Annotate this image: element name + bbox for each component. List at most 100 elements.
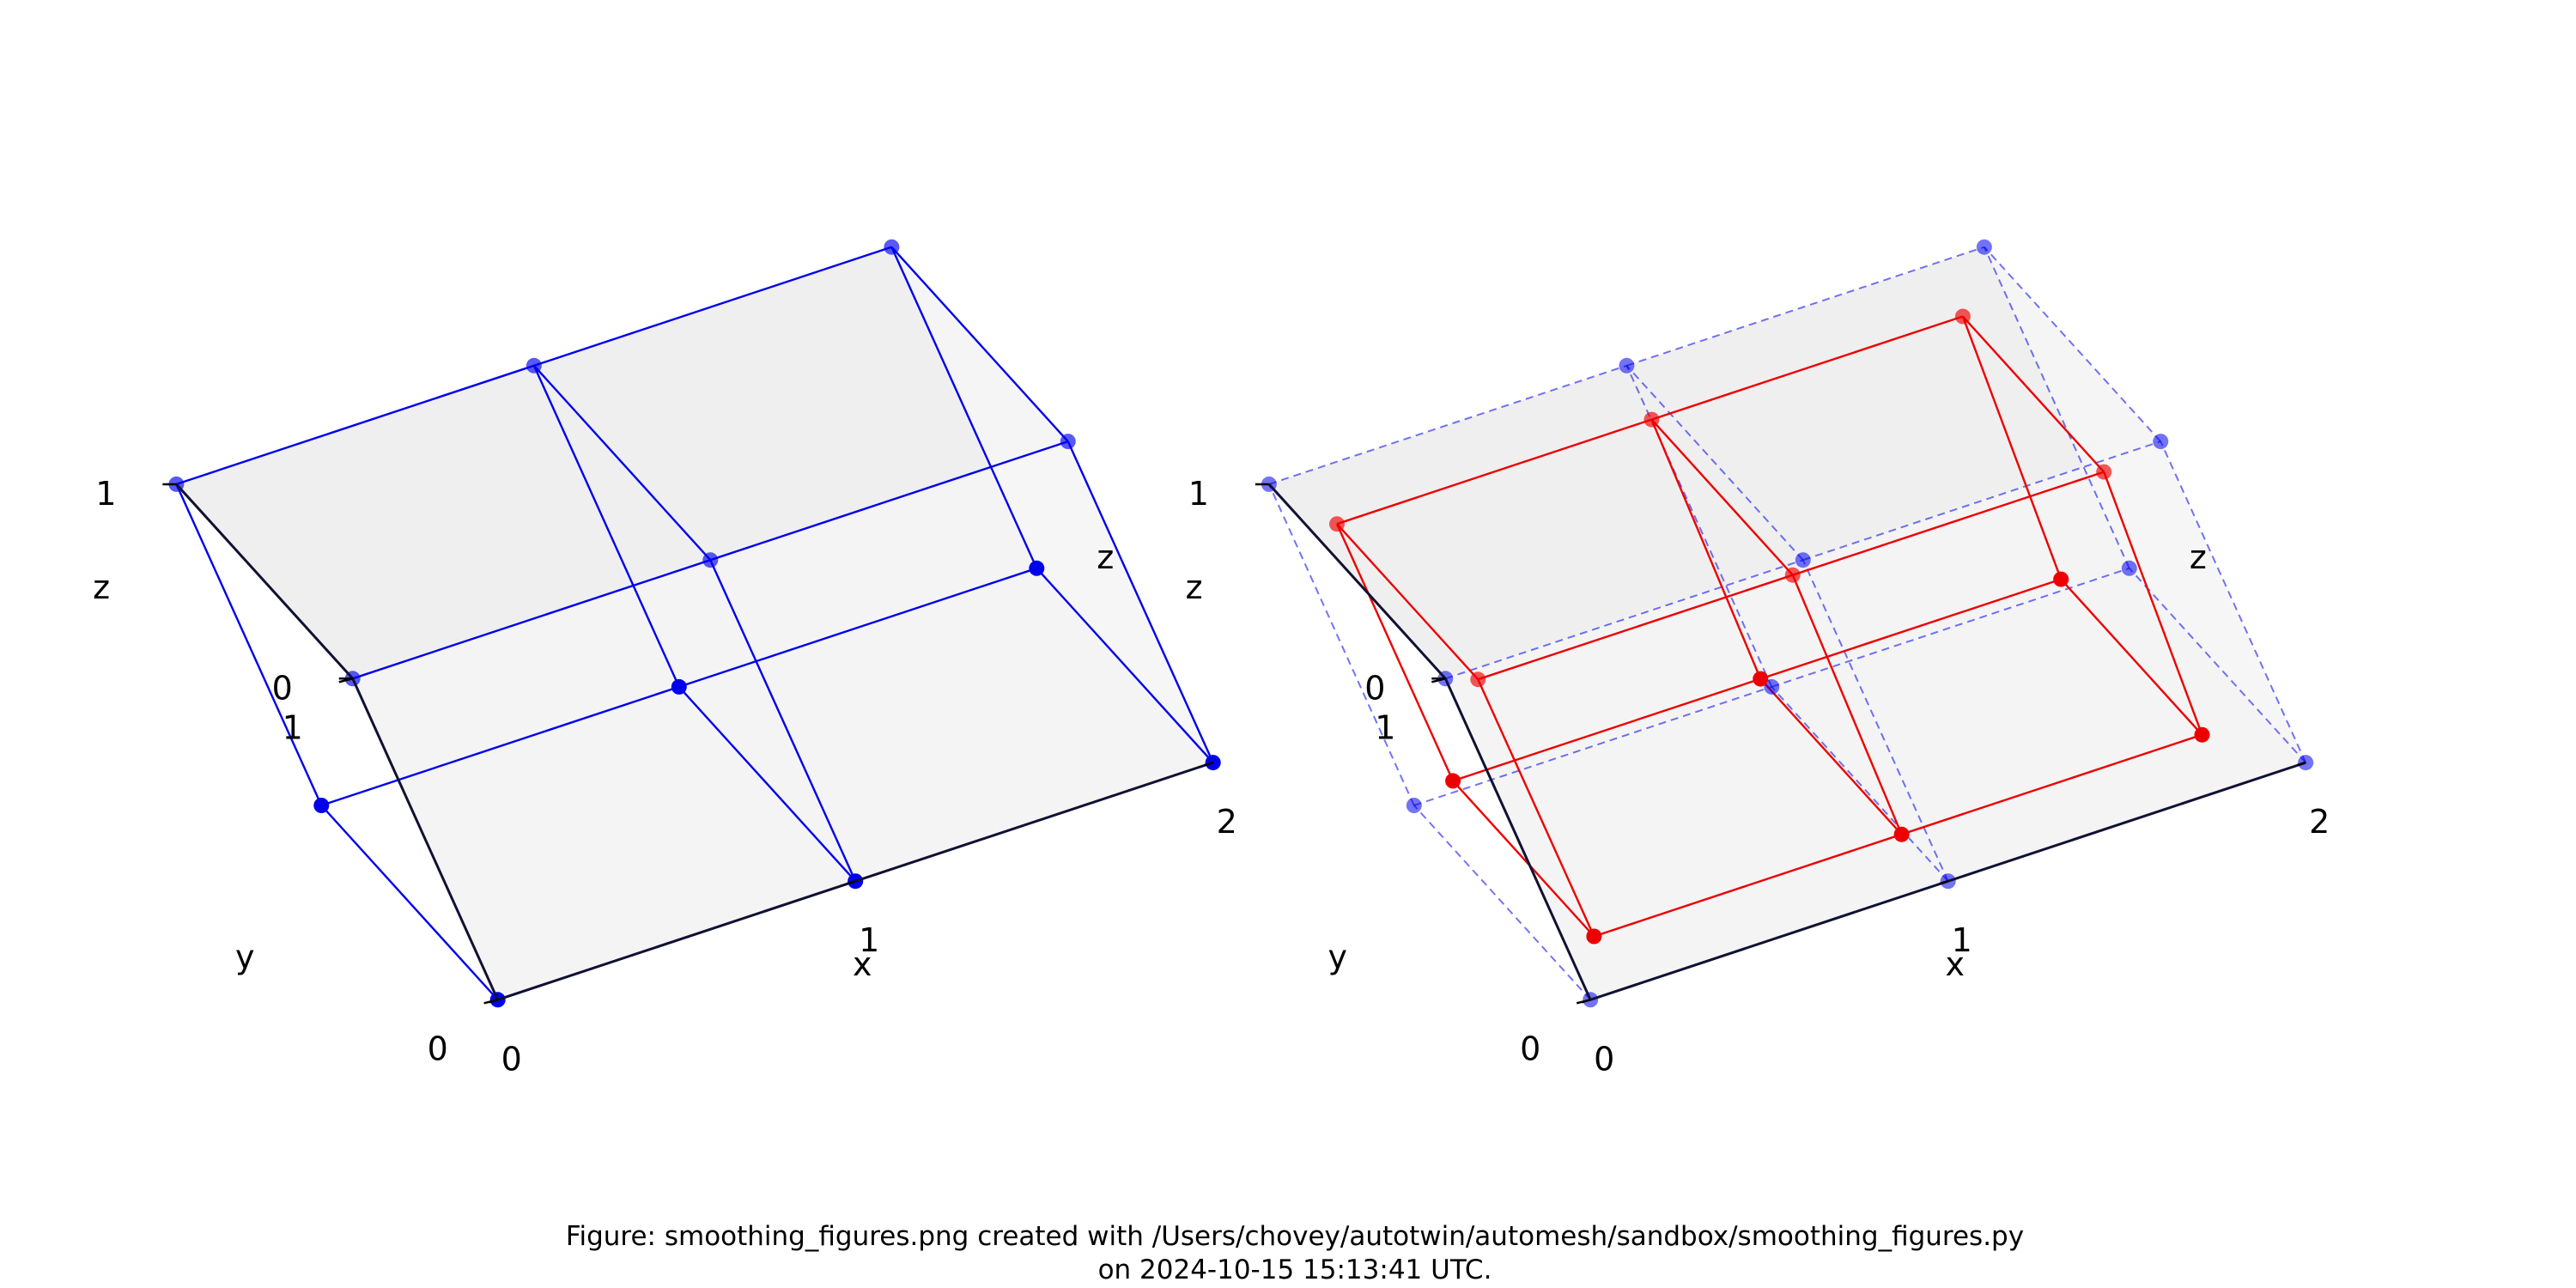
x-tick-mark <box>846 880 856 885</box>
mesh-edge <box>175 483 323 806</box>
mesh-edge <box>1792 471 2105 576</box>
left-box-faces <box>176 246 1213 1000</box>
mesh-edge <box>2160 440 2307 763</box>
mesh-edge <box>2129 568 2306 763</box>
z-tick-label: 0 <box>272 669 293 707</box>
caption-line-2: on 2024-10-15 15:13:41 UTC. <box>1098 1255 1492 1285</box>
z-tick-label: 0 <box>1364 669 1385 707</box>
mesh-edge <box>352 559 711 680</box>
mesh-node <box>2053 571 2069 587</box>
mesh-edge <box>320 685 680 807</box>
mesh-edge <box>1759 578 2062 680</box>
mesh-edge <box>1268 364 1627 485</box>
mesh-edge <box>533 364 712 562</box>
mesh-node <box>1586 928 1602 945</box>
mesh-node <box>1976 239 1992 255</box>
mesh-node <box>1470 671 1486 688</box>
mesh-edge <box>1901 733 2202 835</box>
mesh-node <box>1893 826 1910 842</box>
pane-side <box>891 246 1213 763</box>
mesh-node <box>1784 567 1801 583</box>
mesh-node <box>1619 357 1635 374</box>
mesh-edge <box>1477 678 1595 937</box>
mesh-node <box>671 678 687 695</box>
mesh-edge <box>1594 833 1902 938</box>
mesh-edge <box>1477 574 1794 681</box>
mesh-node <box>1445 773 1461 789</box>
z-axis-line <box>1267 483 1447 680</box>
mesh-edge <box>1651 315 1964 421</box>
z-tick-label: 1 <box>1188 475 1209 513</box>
mesh-edge <box>1771 686 1949 882</box>
x-tick-label: 1 <box>1952 921 1972 959</box>
mesh-edge <box>1791 574 1903 835</box>
mesh-edge <box>709 559 857 882</box>
caption-line-1: Figure: smoothing_figures.png created wi… <box>566 1221 2024 1252</box>
x-tick-label: 2 <box>1217 803 1237 841</box>
mesh-edge <box>1802 440 2161 562</box>
z-axis-line <box>175 483 354 680</box>
mesh-edge <box>1036 567 1214 763</box>
z-axis-label: z <box>93 568 110 606</box>
mesh-edge <box>1413 685 1772 806</box>
mesh-edge <box>1650 419 1762 680</box>
mesh-edge <box>1625 365 1804 561</box>
y-tick-label: 1 <box>283 708 303 746</box>
mesh-edge <box>1413 805 1591 1000</box>
x-tick-label: 1 <box>859 921 879 959</box>
mesh-node <box>1764 678 1780 695</box>
y-axis-label: y <box>1328 938 1348 975</box>
mesh-edge <box>533 246 892 367</box>
mesh-node <box>1205 755 1221 771</box>
x-tick-label: 0 <box>1594 1040 1614 1078</box>
mesh-edge <box>1336 523 1479 681</box>
pane-side <box>1984 246 2306 763</box>
mesh-edge <box>1984 246 2162 442</box>
y-tick-label: 0 <box>428 1030 448 1067</box>
mesh-node <box>702 552 719 568</box>
mesh-node <box>1029 560 1045 576</box>
mesh-node <box>2153 434 2169 450</box>
mesh-edge <box>1625 365 1773 688</box>
mesh-node <box>1795 552 1811 568</box>
mesh-edge <box>1962 315 2105 473</box>
mesh-edge <box>1267 483 1415 806</box>
mesh-node <box>2121 560 2137 576</box>
mesh-edge <box>1626 246 1985 367</box>
right-box-faces <box>1268 246 2306 1000</box>
mesh-node <box>1060 434 1076 450</box>
x-axis-label: x <box>853 945 872 983</box>
mesh-node <box>1643 411 1660 428</box>
mesh-edge <box>678 567 1037 689</box>
y-tick-label: 1 <box>1375 708 1395 746</box>
x-tick-label: 0 <box>501 1040 522 1078</box>
mesh-edge <box>320 805 499 1001</box>
mesh-edge <box>1759 677 1903 835</box>
mesh-edge <box>1066 440 1214 763</box>
mesh-node <box>1406 798 1422 813</box>
y-tick-mark <box>483 999 498 1005</box>
mesh-node <box>2096 464 2112 480</box>
mesh-node <box>2194 726 2210 743</box>
y-tick-mark <box>1576 999 1591 1005</box>
mesh-edge <box>890 246 1038 569</box>
z-axis-label-far: z <box>1097 538 1114 576</box>
z-axis-label-far: z <box>2190 538 2207 576</box>
mesh-edge <box>176 364 535 486</box>
x-tick-mark <box>2296 761 2306 767</box>
mesh-edge <box>2060 578 2203 736</box>
y-axis-line <box>1443 677 1592 1000</box>
mesh-edge <box>1444 559 1804 680</box>
z-tick-label: 1 <box>95 475 116 513</box>
left-mesh-nodes <box>168 239 1221 1008</box>
y-axis-line <box>351 677 500 1000</box>
x-tick-mark <box>1939 880 1949 885</box>
y-tick-label: 0 <box>1520 1030 1540 1067</box>
mesh-edge <box>1983 246 2130 569</box>
mesh-edge <box>2103 471 2203 736</box>
mesh-edge <box>1336 418 1652 526</box>
